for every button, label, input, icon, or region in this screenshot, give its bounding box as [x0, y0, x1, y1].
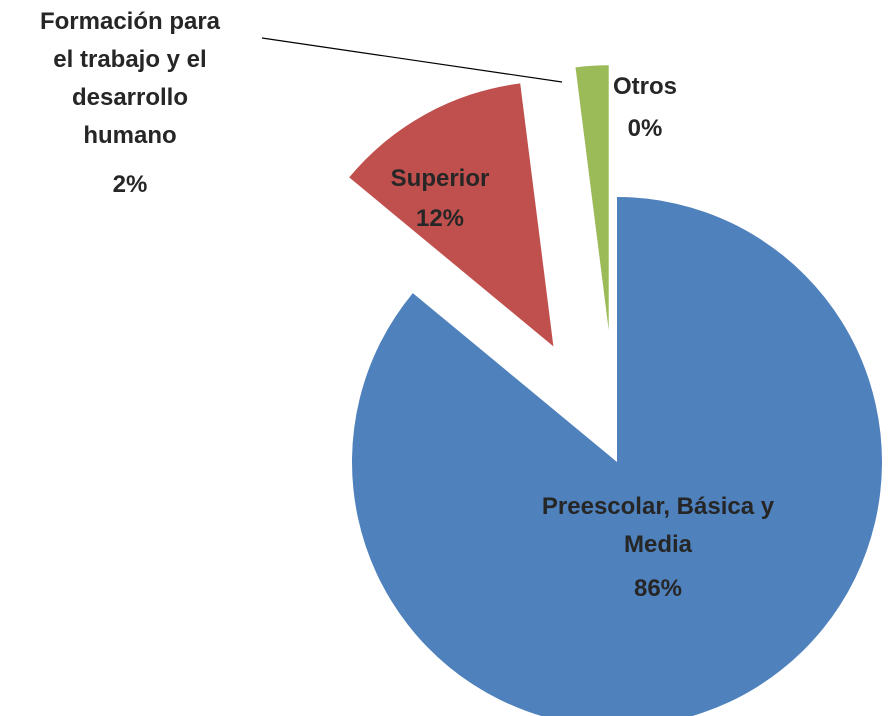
slice-label: Preescolar, Básica y Media	[541, 493, 775, 558]
slice-value-label: 0%	[627, 115, 663, 142]
slice-label: Formación para el trabajo y el desarroll…	[39, 8, 221, 149]
slice-label: Otros	[612, 73, 678, 100]
slice-label: Superior	[390, 165, 490, 192]
pie-slice	[575, 65, 609, 331]
pie-slice	[352, 197, 882, 716]
slice-value-label: 86%	[633, 575, 683, 602]
leader-line	[261, 37, 563, 83]
slice-value-label: 2%	[112, 171, 148, 198]
pie-slice	[349, 83, 554, 347]
slice-value-label: 12%	[415, 205, 465, 232]
